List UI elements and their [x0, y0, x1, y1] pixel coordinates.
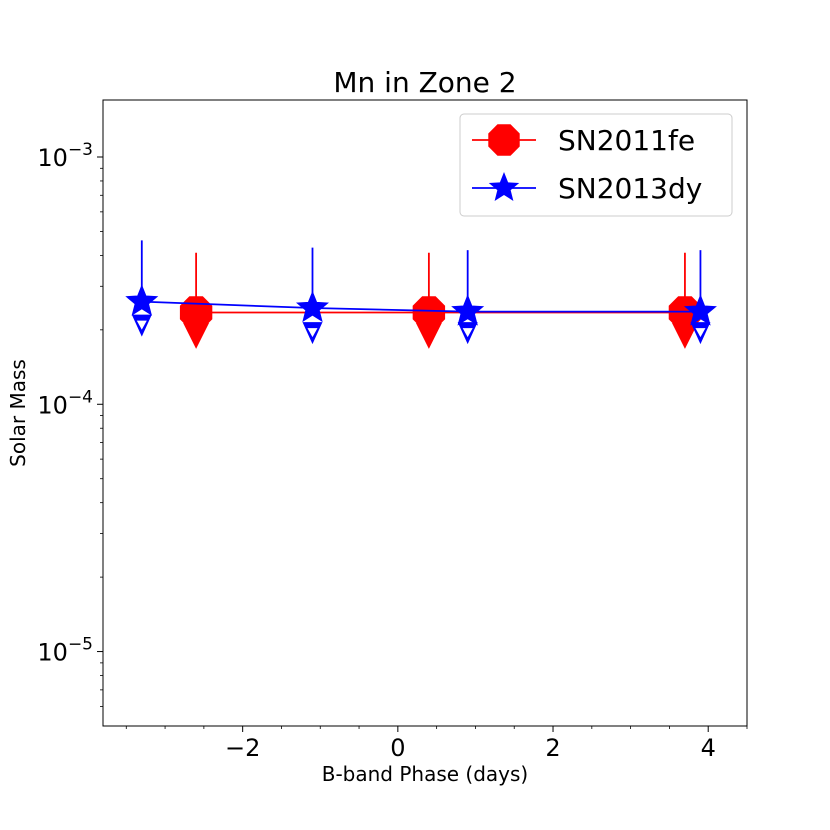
lower-limit-marker: [415, 322, 442, 349]
lower-limit-marker-inner: [462, 328, 473, 338]
series-line: [141, 300, 701, 313]
lower-limit-marker-inner: [136, 320, 147, 330]
legend-marker: [488, 124, 520, 156]
data-point: [295, 290, 329, 323]
lower-limit-marker: [671, 322, 698, 349]
lower-limit-marker-inner: [695, 328, 706, 338]
series-sn2013dy: [125, 240, 717, 345]
x-tick-label: 4: [701, 734, 716, 762]
plot-area: −2 0 2 4 10−5 10−4 10−3: [37, 99, 748, 762]
lower-limit-marker-inner: [307, 328, 318, 338]
legend-entry: SN2011fe: [472, 124, 695, 157]
legend: SN2011fe SN2013dy: [459, 113, 733, 217]
x-tick-label: −2: [225, 734, 260, 762]
legend-label: SN2013dy: [558, 172, 702, 205]
data-point: [683, 294, 717, 326]
legend-marker: [488, 172, 520, 201]
y-tick-label: 10−4: [37, 387, 93, 419]
x-tick-label: 2: [545, 734, 560, 762]
data-point: [179, 296, 213, 329]
lower-limit-marker: [183, 322, 210, 349]
y-axis-label: Solar Mass: [6, 359, 30, 467]
data-point: [451, 294, 485, 326]
data-point: [125, 284, 159, 316]
y-tick-label: 10−3: [37, 140, 93, 172]
chart-title: Mn in Zone 2: [333, 66, 516, 99]
data-point: [412, 296, 446, 329]
series-sn2011fe: [179, 252, 702, 349]
y-tick-label: 10−5: [37, 635, 93, 667]
x-axis-label: B-band Phase (days): [322, 762, 529, 786]
legend-entry: SN2013dy: [472, 172, 702, 205]
legend-label: SN2011fe: [558, 124, 695, 157]
axes-frame: [102, 99, 748, 727]
x-tick-label: 0: [390, 734, 405, 762]
